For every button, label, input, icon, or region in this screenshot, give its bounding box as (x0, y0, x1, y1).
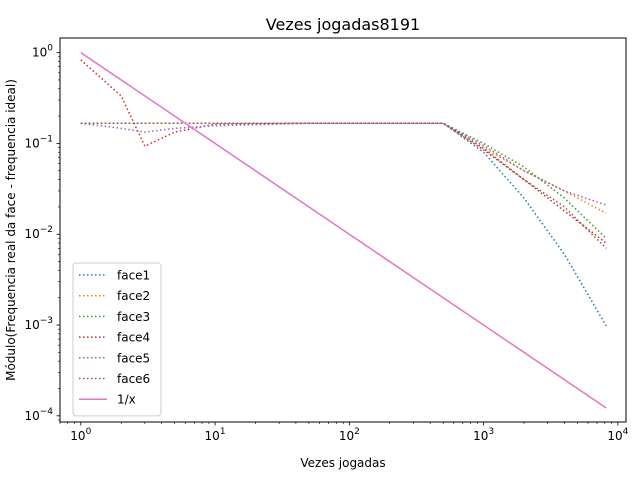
x-axis-ticks: 100 101 102 103 104 (59, 422, 629, 443)
series-line-face2 (80, 122, 607, 214)
legend-label: face5 (117, 351, 150, 365)
legend-label: face3 (117, 310, 150, 324)
y-tick-label: 100 (32, 44, 53, 60)
legend: face1 face2 face3 face4 face5 face6 1/x (72, 262, 162, 417)
series-line-face4 (80, 59, 607, 244)
y-axis-ticks: 100 10−1 10−2 10−3 10−4 (24, 44, 60, 423)
plot-lines (80, 52, 607, 409)
x-tick-label: 101 (205, 427, 226, 443)
legend-label: face2 (117, 289, 150, 303)
x-tick-label: 103 (473, 427, 494, 443)
x-axis-label: Vezes jogadas (300, 456, 385, 470)
legend-label: face6 (117, 372, 150, 386)
series-line-face3 (80, 122, 607, 239)
legend-box (72, 262, 162, 417)
y-tick-label: 10−3 (24, 316, 53, 332)
x-tick-label: 104 (607, 427, 628, 443)
legend-label: face1 (117, 269, 150, 283)
x-tick-label: 102 (339, 427, 360, 443)
legend-label: 1/x (117, 393, 136, 407)
y-axis-label: Módulo(Frequencia real da face - frequen… (4, 79, 18, 381)
chart-title: Vezes jogadas8191 (266, 15, 420, 34)
y-tick-label: 10−2 (24, 225, 53, 241)
series-line-1x (80, 52, 607, 409)
legend-label: face4 (117, 331, 150, 345)
y-tick-label: 10−4 (24, 407, 53, 423)
series-line-face6 (80, 122, 607, 249)
y-tick-label: 10−1 (24, 134, 53, 150)
series-line-face5 (80, 122, 607, 206)
x-tick-label: 100 (70, 427, 91, 443)
